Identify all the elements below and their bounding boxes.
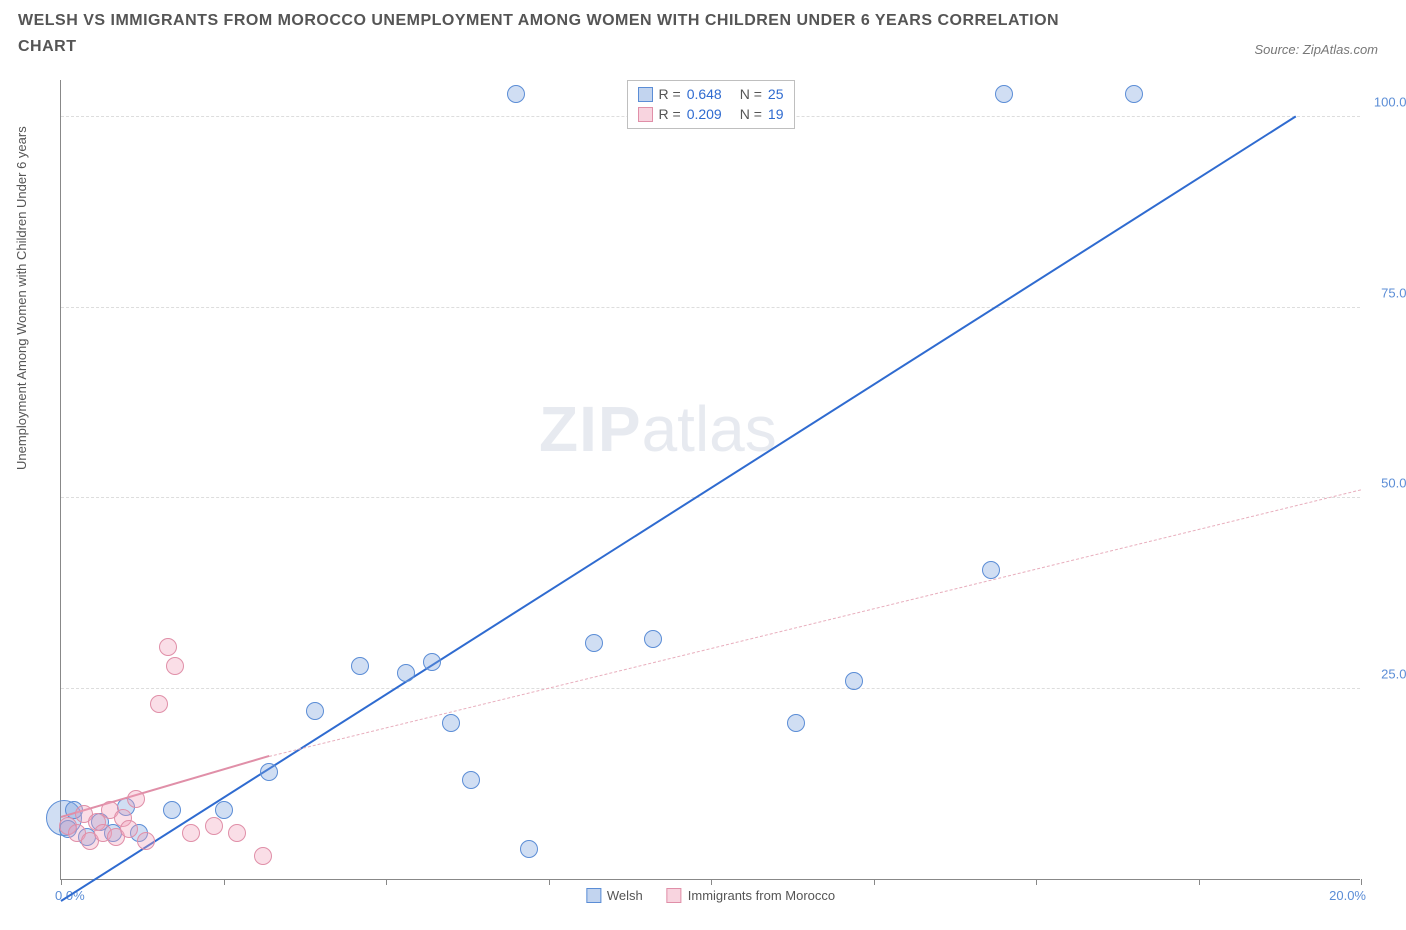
data-point-welsh <box>306 702 324 720</box>
watermark: ZIPatlas <box>539 392 777 466</box>
legend-n-label: N = <box>740 85 762 105</box>
x-tick <box>1199 879 1200 885</box>
x-tick <box>224 879 225 885</box>
legend-swatch <box>638 107 653 122</box>
trend-line <box>269 489 1361 757</box>
chart-title: WELSH VS IMMIGRANTS FROM MOROCCO UNEMPLO… <box>18 8 1118 59</box>
x-tick <box>711 879 712 885</box>
series-legend-label: Welsh <box>607 888 643 903</box>
watermark-zip: ZIP <box>539 393 642 465</box>
data-point-welsh <box>585 634 603 652</box>
data-point-welsh <box>260 763 278 781</box>
y-tick-label: 75.0% <box>1381 285 1406 300</box>
x-tick <box>386 879 387 885</box>
y-tick-label: 25.0% <box>1381 666 1406 681</box>
data-point-welsh <box>995 85 1013 103</box>
trend-line <box>60 115 1296 901</box>
legend-row: R = 0.648 N = 25 <box>638 85 784 105</box>
legend-n-value: 19 <box>768 105 784 125</box>
legend-r-label: R = <box>659 85 681 105</box>
x-tick <box>874 879 875 885</box>
series-legend-item: Welsh <box>586 888 643 903</box>
legend-swatch <box>586 888 601 903</box>
y-tick-label: 100.0% <box>1374 95 1406 110</box>
data-point-morocco <box>205 817 223 835</box>
legend-r-value: 0.648 <box>687 85 722 105</box>
data-point-morocco <box>150 695 168 713</box>
data-point-welsh <box>163 801 181 819</box>
series-legend-item: Immigrants from Morocco <box>667 888 835 903</box>
legend-swatch <box>638 87 653 102</box>
x-tick <box>61 879 62 885</box>
x-tick <box>549 879 550 885</box>
y-tick-label: 50.0% <box>1381 476 1406 491</box>
series-legend: Welsh Immigrants from Morocco <box>586 888 835 903</box>
series-legend-label: Immigrants from Morocco <box>688 888 835 903</box>
legend-r-label: R = <box>659 105 681 125</box>
source-attribution: Source: ZipAtlas.com <box>1254 42 1378 57</box>
data-point-welsh <box>442 714 460 732</box>
data-point-morocco <box>137 832 155 850</box>
data-point-morocco <box>254 847 272 865</box>
data-point-welsh <box>423 653 441 671</box>
gridline <box>61 307 1360 308</box>
data-point-morocco <box>166 657 184 675</box>
data-point-morocco <box>120 820 138 838</box>
data-point-morocco <box>182 824 200 842</box>
correlation-legend: R = 0.648 N = 25 R = 0.209 N = 19 <box>627 80 795 129</box>
legend-swatch <box>667 888 682 903</box>
plot-area: R =0.648N =25R =0.209N =19 ZIPatlas 0.0%… <box>60 80 1360 880</box>
legend-r-value: 0.209 <box>687 105 722 125</box>
data-point-morocco <box>159 638 177 656</box>
data-point-welsh <box>982 561 1000 579</box>
data-point-welsh <box>397 664 415 682</box>
data-point-welsh <box>644 630 662 648</box>
gridline <box>61 497 1360 498</box>
legend-n-value: 25 <box>768 85 784 105</box>
x-tick <box>1036 879 1037 885</box>
x-tick <box>1361 879 1362 885</box>
data-point-welsh <box>845 672 863 690</box>
legend-row: R = 0.209 N = 19 <box>638 105 784 125</box>
data-point-welsh <box>1125 85 1143 103</box>
data-point-welsh <box>507 85 525 103</box>
data-point-welsh <box>520 840 538 858</box>
data-point-welsh <box>787 714 805 732</box>
x-axis-max-label: 20.0% <box>1329 888 1366 903</box>
watermark-atlas: atlas <box>642 393 777 465</box>
legend-n-label: N = <box>740 105 762 125</box>
data-point-morocco <box>127 790 145 808</box>
data-point-welsh <box>462 771 480 789</box>
gridline <box>61 688 1360 689</box>
y-axis-label: Unemployment Among Women with Children U… <box>14 126 29 470</box>
data-point-welsh <box>351 657 369 675</box>
data-point-morocco <box>228 824 246 842</box>
